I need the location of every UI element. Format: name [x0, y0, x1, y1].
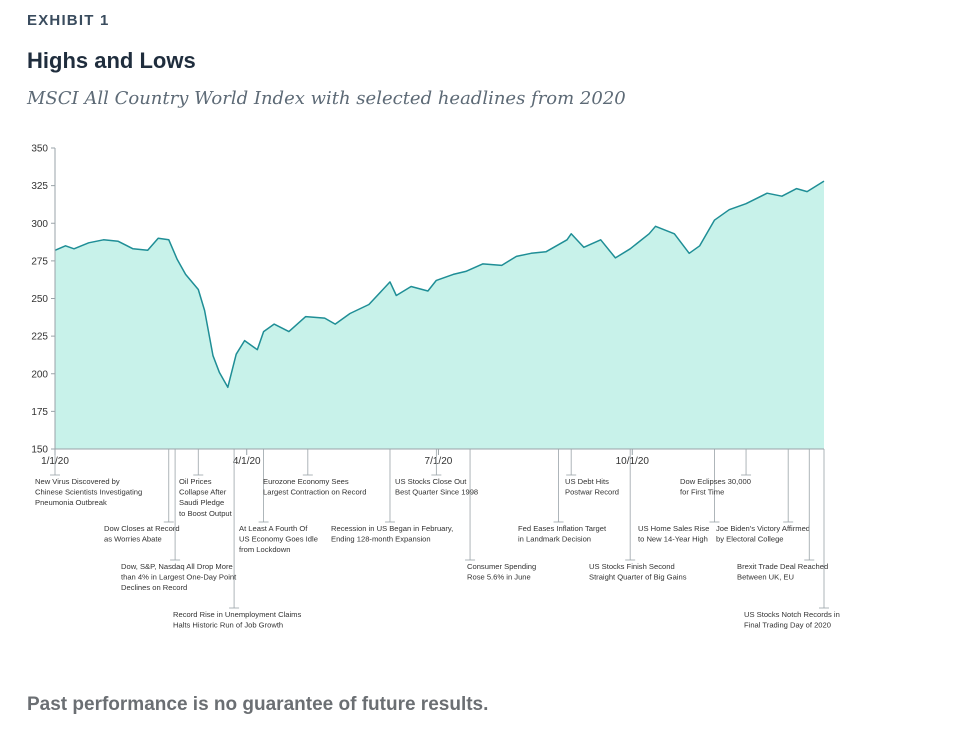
headline-text: Chinese Scientists Investigating — [35, 488, 142, 497]
headline-text: New Virus Discovered by — [35, 477, 120, 486]
exhibit-label: EXHIBIT 1 — [27, 12, 110, 29]
headline-text: US Stocks Finish Second — [589, 562, 675, 571]
headline-text: for First Time — [680, 488, 724, 497]
headline-text: US Economy Goes Idle — [239, 535, 318, 544]
headline-text: Dow Eclipses 30,000 — [680, 477, 751, 486]
headline-text: Between UK, EU — [737, 573, 794, 582]
y-tick-label: 225 — [31, 332, 48, 343]
headline-text: Declines on Record — [121, 583, 187, 592]
headline-text: Eurozone Economy Sees — [263, 477, 349, 486]
y-tick-label: 175 — [31, 407, 48, 418]
headline-text: Joe Biden's Victory Affirmed — [716, 524, 810, 533]
headline-text: Halts Historic Run of Job Growth — [173, 621, 283, 630]
disclaimer-note: Past performance is no guarantee of futu… — [27, 694, 489, 715]
headline-text: Oil Prices — [179, 477, 212, 486]
x-tick-label: 7/1/20 — [425, 456, 453, 467]
x-tick-label: 4/1/20 — [233, 456, 261, 467]
y-tick-label: 350 — [31, 144, 48, 155]
headline-text: Dow, S&P, Nasdaq All Drop More — [121, 562, 233, 571]
headline-text: Pneumonia Outbreak — [35, 498, 107, 507]
headline-text: Saudi Pledge — [179, 498, 224, 507]
headline-text: Collapse After — [179, 488, 227, 497]
headline-text: as Worries Abate — [104, 535, 162, 544]
headline-text: Postwar Record — [565, 488, 619, 497]
headline-text: Consumer Spending — [467, 562, 536, 571]
y-tick-label: 200 — [31, 369, 48, 380]
headline-text: to Boost Output — [179, 509, 233, 518]
headline-text: Largest Contraction on Record — [263, 488, 366, 497]
headline-text: Brexit Trade Deal Reached — [737, 562, 828, 571]
headline-text: in Landmark Decision — [518, 535, 591, 544]
headline-text: to New 14-Year High — [638, 535, 708, 544]
headline-text: Straight Quarter of Big Gains — [589, 573, 687, 582]
y-tick-label: 150 — [31, 445, 48, 456]
headline-text: Final Trading Day of 2020 — [744, 621, 831, 630]
headline-text: from Lockdown — [239, 545, 291, 554]
headline-text: Dow Closes at Record — [104, 524, 180, 533]
headline-text: US Stocks Notch Records in — [744, 610, 840, 619]
x-tick-label: 10/1/20 — [616, 456, 650, 467]
y-tick-label: 300 — [31, 219, 48, 230]
chart-subtitle: MSCI All Country World Index with select… — [27, 88, 626, 109]
y-tick-label: 275 — [31, 256, 48, 267]
chart-title: Highs and Lows — [27, 48, 196, 73]
headline-text: Fed Eases Inflation Target — [518, 524, 607, 533]
headline-text: US Home Sales Rise — [638, 524, 709, 533]
y-tick-label: 250 — [31, 294, 48, 305]
headline-text: Best Quarter Since 1998 — [395, 488, 478, 497]
headline-text: At Least A Fourth Of — [239, 524, 308, 533]
headline-text: Rose 5.6% in June — [467, 573, 531, 582]
index-line — [54, 180, 825, 389]
headline-text: Recession in US Began in February, — [331, 524, 453, 533]
headline-text: by Electoral College — [716, 535, 784, 544]
index-area-fill — [55, 181, 824, 449]
headline-text: Record Rise in Unemployment Claims — [173, 610, 301, 619]
headline-text: Ending 128-month Expansion — [331, 535, 431, 544]
y-tick-label: 325 — [31, 181, 48, 192]
headline-text: than 4% in Largest One-Day Point — [121, 573, 237, 582]
headline-text: US Stocks Close Out — [395, 477, 467, 486]
headline-text: US Debt Hits — [565, 477, 609, 486]
